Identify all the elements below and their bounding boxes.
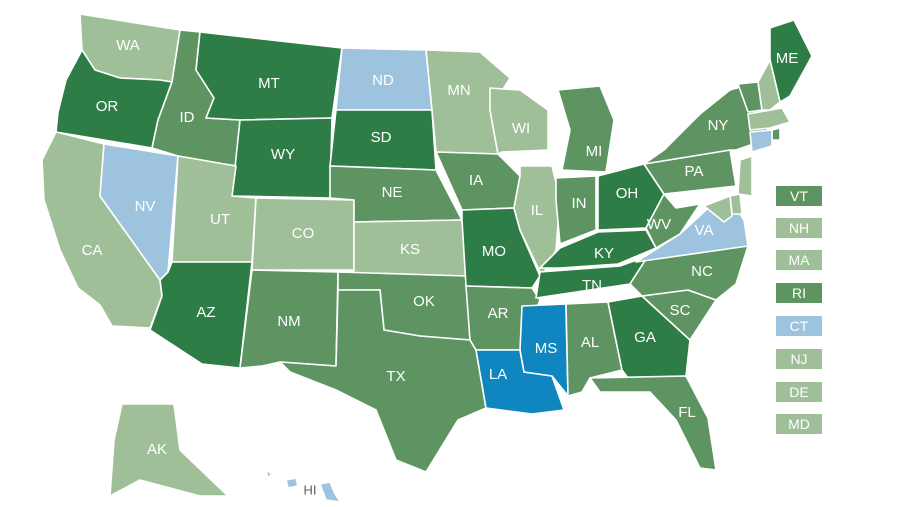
state-tx[interactable] — [279, 289, 487, 473]
legend-item-nh[interactable]: NH — [776, 218, 822, 238]
legend-item-ma[interactable]: MA — [776, 250, 822, 270]
state-nc[interactable] — [629, 245, 749, 301]
state-ma[interactable] — [747, 107, 791, 131]
legend-item-vt[interactable]: VT — [776, 186, 822, 206]
state-ct[interactable] — [749, 129, 773, 153]
state-sd[interactable] — [329, 109, 437, 171]
state-nm[interactable] — [239, 269, 339, 369]
state-nd[interactable] — [335, 47, 433, 111]
legend-item-de[interactable]: DE — [776, 382, 822, 402]
state-fl[interactable] — [589, 375, 717, 471]
state-wi[interactable] — [489, 87, 549, 155]
state-hi[interactable] — [265, 469, 341, 503]
legend-item-md[interactable]: MD — [776, 414, 822, 434]
state-ri[interactable] — [771, 127, 781, 141]
state-az[interactable] — [149, 261, 253, 369]
state-wy[interactable] — [231, 117, 333, 199]
state-ak[interactable] — [109, 403, 229, 497]
state-nj[interactable] — [737, 155, 753, 197]
state-label-hi: HI — [304, 482, 317, 497]
legend-item-ri[interactable]: RI — [776, 283, 822, 303]
state-mi[interactable] — [557, 85, 615, 173]
state-mt[interactable] — [195, 31, 343, 121]
state-ks[interactable] — [353, 219, 467, 277]
state-co[interactable] — [251, 197, 355, 271]
legend-item-nj[interactable]: NJ — [776, 349, 822, 369]
state-in[interactable] — [555, 175, 597, 245]
state-nh[interactable] — [757, 59, 781, 111]
state-md[interactable] — [703, 195, 733, 223]
legend-item-ct[interactable]: CT — [776, 316, 822, 336]
